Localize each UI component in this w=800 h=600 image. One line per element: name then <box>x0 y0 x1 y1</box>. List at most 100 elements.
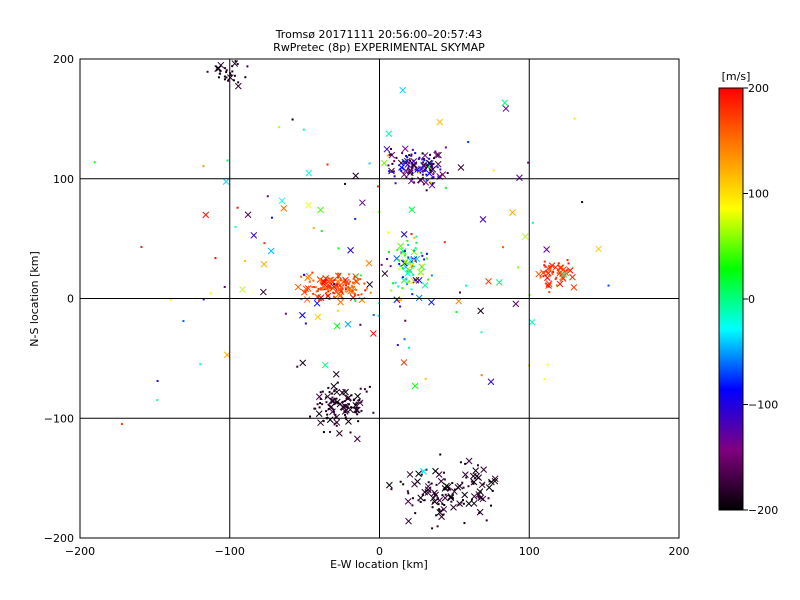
scatter-point-x <box>406 267 414 275</box>
scatter-point-dot <box>435 514 438 517</box>
scatter-point-x <box>335 291 342 298</box>
scatter-point-dot <box>564 273 567 276</box>
y-axis-label: N-S location [km] <box>28 251 41 347</box>
scatter-point-dot <box>325 396 328 399</box>
scatter-point-dot <box>325 291 328 294</box>
scatter-point-dot <box>443 471 446 474</box>
scatter-point-dot <box>227 79 230 82</box>
scatter-point-x <box>441 484 449 492</box>
scatter-point-dot <box>376 185 379 188</box>
scatter-point-x <box>479 216 487 223</box>
scatter-point-dot <box>327 386 330 389</box>
scatter-point-x <box>477 494 485 502</box>
scatter-point-x <box>451 488 458 495</box>
scatter-point-dot <box>312 279 315 282</box>
scatter-point-x <box>329 284 337 292</box>
scatter-point-x <box>436 118 444 126</box>
scatter-point-dot <box>408 261 411 264</box>
scatter-point-dot <box>330 286 333 289</box>
scatter-point-dot <box>305 289 308 292</box>
scatter-point-dot <box>406 156 409 159</box>
scatter-point-x <box>495 279 503 286</box>
scatter-point-x <box>488 478 495 486</box>
scatter-point-x <box>420 161 428 169</box>
scatter-point-dot <box>581 201 584 204</box>
scatter-point-dot <box>437 503 440 506</box>
scatter-point-dot <box>333 390 336 393</box>
scatter-point-dot <box>407 492 410 495</box>
scatter-point-dot <box>302 128 305 131</box>
chart-subtitle: RwPretec (8p) EXPERIMENTAL SKYMAP <box>273 41 485 54</box>
scatter-point-x <box>415 470 422 478</box>
scatter-point-x <box>552 264 560 271</box>
scatter-point-x <box>329 408 336 416</box>
scatter-point-dot <box>411 504 414 507</box>
scatter-point-dot <box>395 156 398 159</box>
scatter-point-dot <box>397 285 400 288</box>
scatter-point-dot <box>231 70 234 73</box>
scatter-point-dot <box>420 473 423 476</box>
y-axis-ticks: −200 −100 0 100 200 <box>44 53 74 545</box>
scatter-point-dot <box>342 284 345 287</box>
scatter-point-dot <box>425 173 428 176</box>
scatter-point-dot <box>386 258 389 261</box>
scatter-point-dot <box>326 163 329 166</box>
scatter-point-dot <box>421 264 424 267</box>
scatter-point-x <box>400 231 408 238</box>
scatter-point-dot <box>316 403 319 406</box>
scatter-point-x <box>428 298 435 306</box>
scatter-point-x <box>408 206 416 214</box>
scatter-point-dot <box>388 170 391 173</box>
scatter-point-x <box>429 165 437 173</box>
scatter-point-dot <box>397 259 400 262</box>
scatter-point-dot <box>345 282 348 285</box>
scatter-point-dot <box>399 264 402 267</box>
scatter-point-dot <box>404 162 407 165</box>
scatter-point-x <box>425 159 433 167</box>
scatter-point-x <box>487 378 495 386</box>
scatter-point-dot <box>428 157 431 160</box>
scatter-point-dot <box>430 162 433 165</box>
x-tick-label: −100 <box>215 545 245 558</box>
scatter-point-dot <box>460 501 463 504</box>
scatter-point-x <box>352 406 360 414</box>
scatter-point-x <box>260 288 267 296</box>
scatter-point-x <box>397 242 404 250</box>
scatter-point-dot <box>331 396 334 399</box>
scatter-point-dot <box>388 250 391 253</box>
scatter-point-dot <box>551 272 554 275</box>
scatter-point-x <box>401 145 409 153</box>
scatter-point-dot <box>423 258 426 261</box>
scatter-point-dot <box>438 509 441 512</box>
scatter-point-dot <box>398 268 401 271</box>
scatter-point-dot <box>199 363 202 366</box>
colorbar-tick-label: −200 <box>748 504 778 517</box>
scatter-point-x <box>334 278 342 285</box>
x-tick-label: 100 <box>519 545 540 558</box>
scatter-point-x <box>415 276 423 284</box>
scatter-point-dot <box>441 508 444 511</box>
scatter-point-x <box>431 489 438 497</box>
scatter-point-dot <box>244 259 247 262</box>
scatter-point-x <box>260 260 268 268</box>
scatter-point-dot <box>393 175 396 178</box>
scatter-point-dot <box>401 287 404 290</box>
scatter-point-dot <box>333 283 336 286</box>
plot-frame <box>79 58 680 539</box>
scatter-point-dot <box>327 283 330 286</box>
scatter-point-dot <box>353 398 356 401</box>
scatter-point-x <box>405 517 412 525</box>
scatter-point-dot <box>365 390 368 393</box>
scatter-point-dot <box>435 483 438 486</box>
scatter-point-dot <box>434 150 437 153</box>
scatter-point-dot <box>423 163 426 166</box>
scatter-point-dot <box>432 173 435 176</box>
scatter-point-dot <box>391 170 394 173</box>
scatter-point-dot <box>401 152 404 155</box>
scatter-point-dot <box>427 481 430 484</box>
scatter-point-dot <box>392 282 395 285</box>
scatter-point-x <box>400 359 408 366</box>
scatter-point-dot <box>450 500 453 503</box>
scatter-point-x <box>334 272 342 280</box>
scatter-point-x <box>347 246 354 254</box>
